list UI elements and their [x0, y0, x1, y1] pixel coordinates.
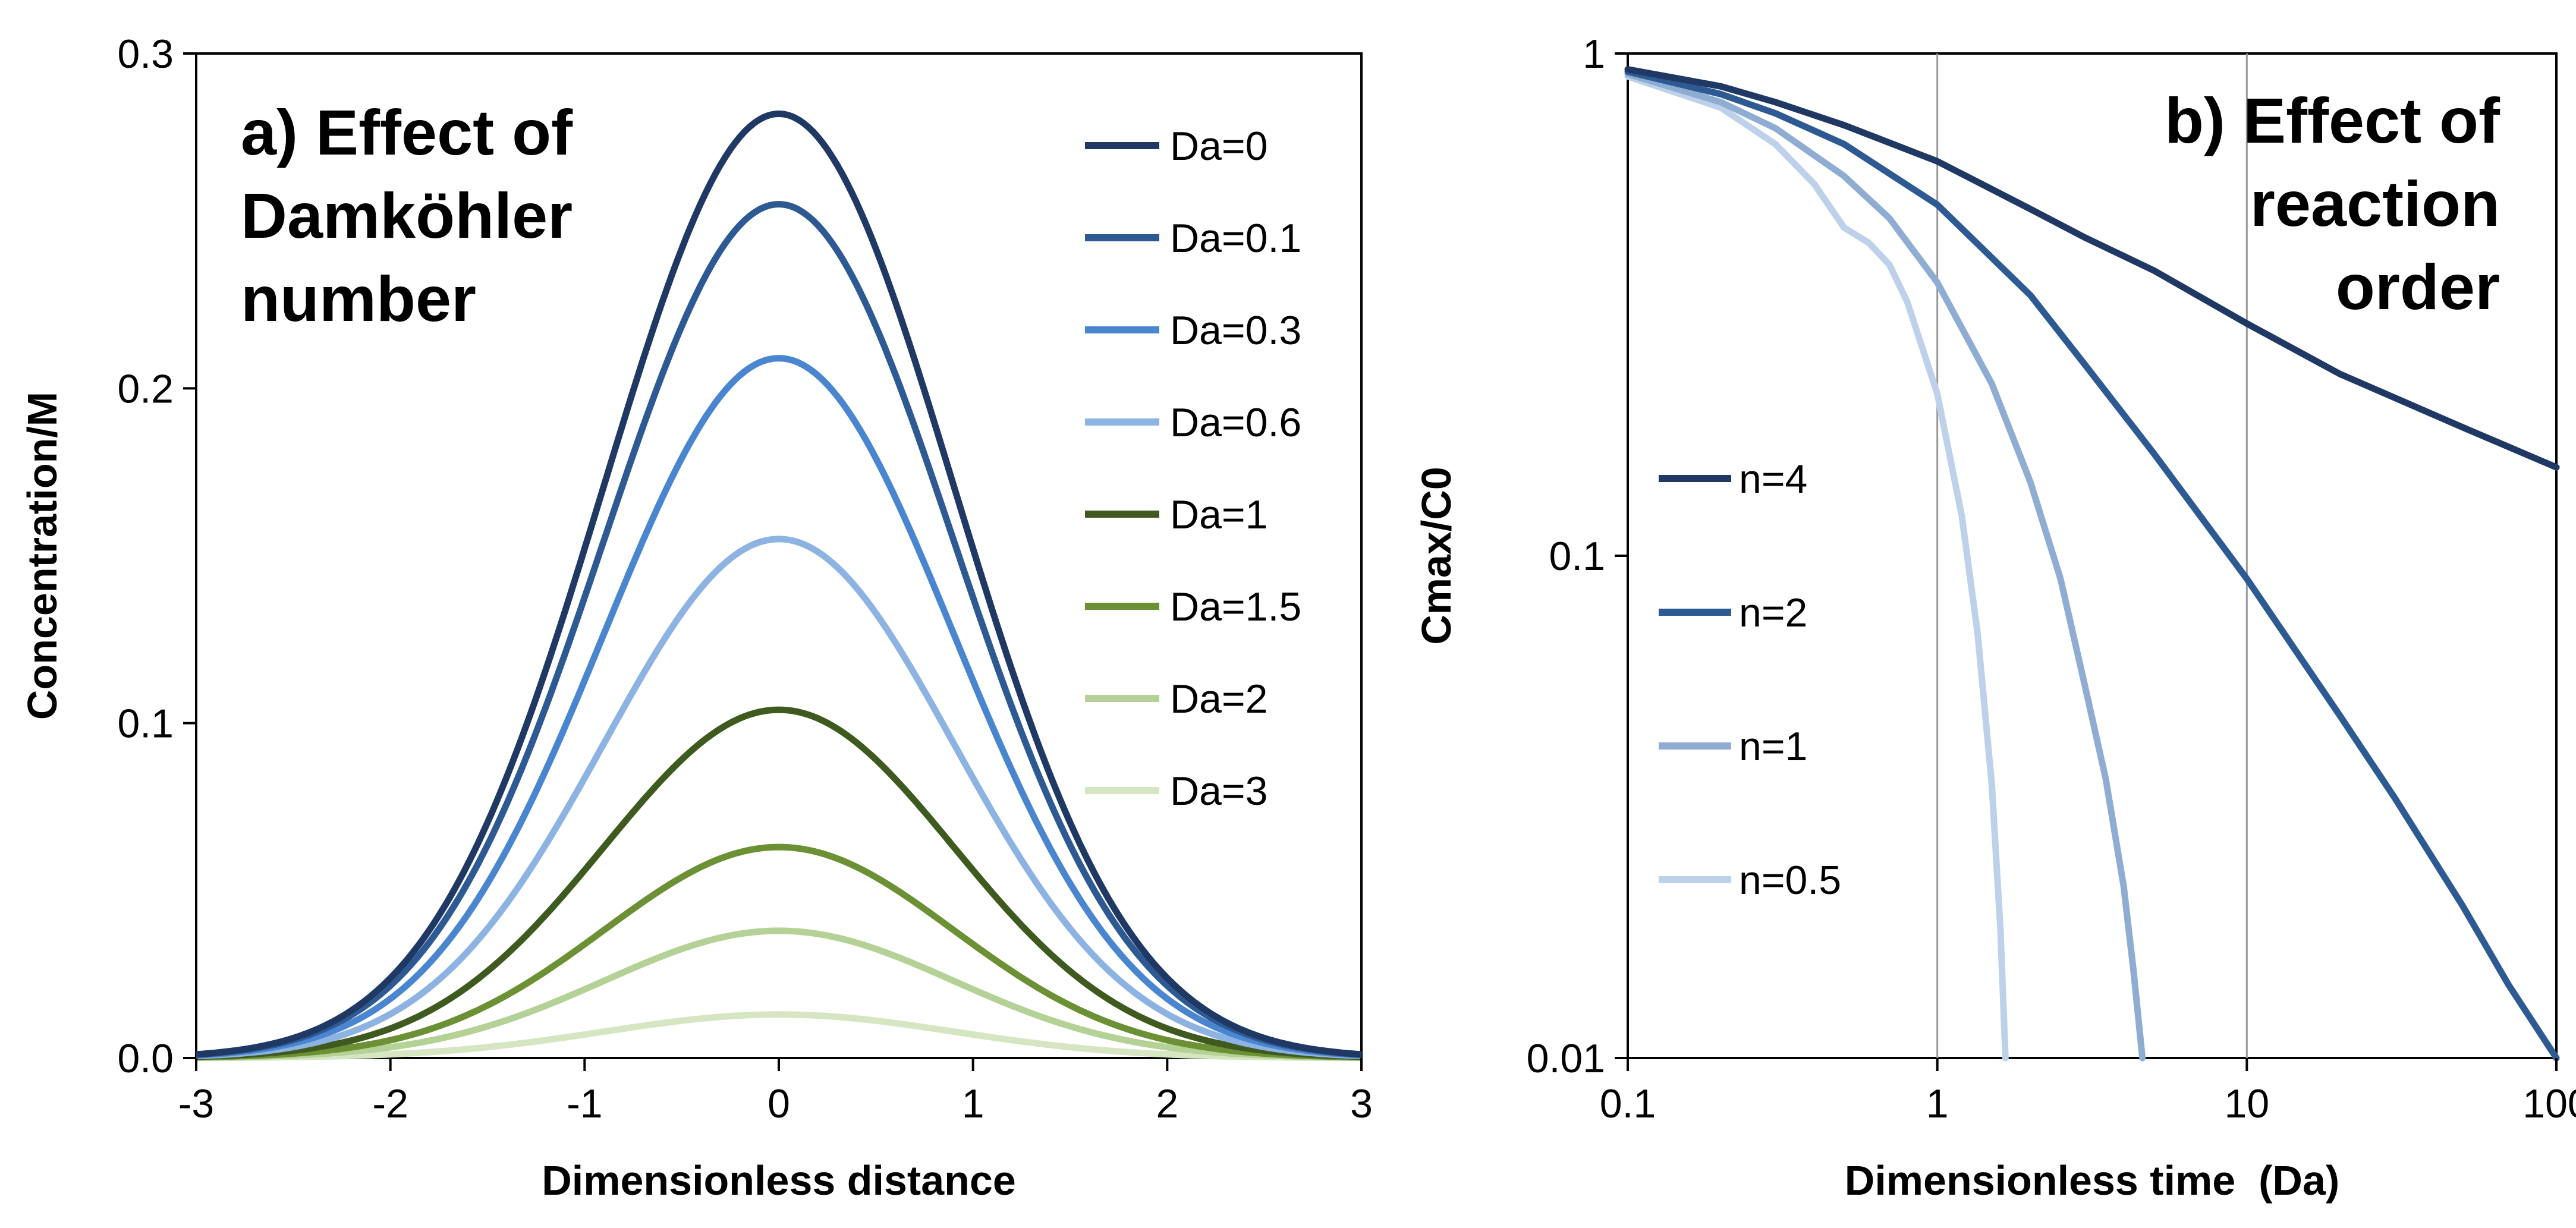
panel-a-y-ticks: 0.0 0.1 0.2 0.3 — [117, 32, 196, 1081]
panel-a-x-ticks: -3 -2 -1 0 1 2 3 — [178, 1058, 1373, 1126]
panel-a-series-line — [196, 201, 1362, 1058]
panel-b-x-tick-label: 10 — [2225, 1081, 2270, 1126]
panel-a-legend-label: Da=1.5 — [1170, 584, 1301, 629]
panel-a-legend-label: Da=0 — [1170, 124, 1267, 169]
panel-a-y-tick-label: 0.0 — [117, 1036, 174, 1081]
panel-a-x-tick-label: 1 — [962, 1081, 985, 1126]
panel-a-title-line-1: a) Effect of — [241, 96, 573, 168]
panel-a-x-axis-label: Dimensionless distance — [542, 1157, 1016, 1204]
panel-a-legend-label: Da=0.6 — [1170, 400, 1301, 445]
panel-a-legend-label: Da=1 — [1170, 492, 1267, 537]
panel-a-series-line — [196, 110, 1362, 1058]
panel-b-legend-label: n=1 — [1739, 724, 1807, 769]
panel-a-legend-label: Da=3 — [1170, 769, 1267, 814]
panel-b-y-ticks: 0.01 0.1 1 — [1527, 32, 1628, 1081]
panel-b-series-line — [1624, 73, 2009, 1062]
panel-b-legend-label: n=0.5 — [1739, 858, 1841, 903]
panel-b-y-axis-label: Cmax/C0 — [1413, 467, 1460, 645]
panel-a-series-line — [196, 927, 1362, 1061]
panel-a-legend-label: Da=2 — [1170, 676, 1267, 722]
panel-b: 0.010.11 0.1110100 Dimensionless time (D… — [1413, 32, 2576, 1204]
panel-b-y-tick-label: 1 — [1583, 32, 1605, 77]
panel-b-curves — [1624, 66, 2560, 1062]
panel-a-series-line — [196, 706, 1362, 1060]
panel-b-series-line — [1624, 71, 2146, 1062]
panel-b-title-line-3: order — [2336, 251, 2500, 323]
panel-a: 0.0 0.1 0.2 0.3 -3 -2 -1 0 1 2 3 Dimensionless di… — [19, 32, 1373, 1204]
panel-a-legend-label: Da=0.1 — [1170, 216, 1301, 261]
panel-b-title-line-1: b) Effect of — [2165, 84, 2500, 156]
panel-a-x-tick-label: 0 — [768, 1081, 790, 1126]
panel-a-x-tick-label: -2 — [372, 1081, 408, 1126]
panel-b-legend: n=4 n=2 n=1 n=0.5 — [1659, 456, 1841, 903]
panel-b-x-tick-label: 0.1 — [1600, 1081, 1656, 1126]
panel-b-x-axis-label: Dimensionless time (Da) — [1845, 1157, 2339, 1204]
panel-b-y-tick-label: 0.01 — [1527, 1036, 1605, 1081]
panel-a-x-tick-label: -3 — [178, 1081, 214, 1126]
panel-a-y-tick-label: 0.3 — [117, 32, 174, 77]
panel-b-gridlines — [1936, 53, 2248, 1058]
panel-a-x-tick-label: 2 — [1156, 1081, 1178, 1126]
panel-a-series-line — [196, 1011, 1361, 1062]
panel-b-plot-area — [1627, 52, 2558, 1059]
panel-b-x-ticks: 0.1 1 10 100 — [1600, 1058, 2576, 1126]
panel-a-y-tick-label: 0.1 — [117, 701, 174, 747]
panel-b-series-line — [1624, 66, 2560, 471]
panel-a-series-line — [196, 843, 1362, 1061]
panel-b-title-line-2: reaction — [2250, 168, 2500, 240]
panel-a-title-line-2: Damköhler — [241, 180, 573, 251]
panel-b-legend-label: n=4 — [1739, 456, 1807, 502]
panel-b-x-tick-label: 1 — [1926, 1081, 1949, 1126]
panel-a-y-tick-label: 0.2 — [117, 366, 174, 411]
panel-a-x-tick-label: 3 — [1350, 1081, 1373, 1126]
panel-b-x-tick-label: 100 — [2522, 1081, 2576, 1126]
panel-a-legend-label: Da=0.3 — [1170, 308, 1301, 353]
panel-b-legend-label: n=2 — [1739, 590, 1807, 635]
panel-a-y-axis-label: Concentration/M — [19, 392, 65, 720]
panel-a-curves — [196, 110, 1362, 1062]
panel-a-series-line — [196, 355, 1362, 1059]
panel-b-y-tick-label: 0.1 — [1549, 534, 1605, 579]
panel-a-legend: Da=0 Da=0.1 Da=0.3 Da=0.6 Da=1 Da=1.5 Da=2 Da=3 — [1085, 124, 1301, 814]
panel-a-plot-area — [195, 52, 1363, 1059]
panel-a-series-line — [196, 536, 1362, 1060]
panel-b-series-line — [1624, 68, 2560, 1062]
panel-a-x-tick-label: -1 — [567, 1081, 602, 1126]
panel-a-title-line-3: number — [241, 263, 476, 335]
